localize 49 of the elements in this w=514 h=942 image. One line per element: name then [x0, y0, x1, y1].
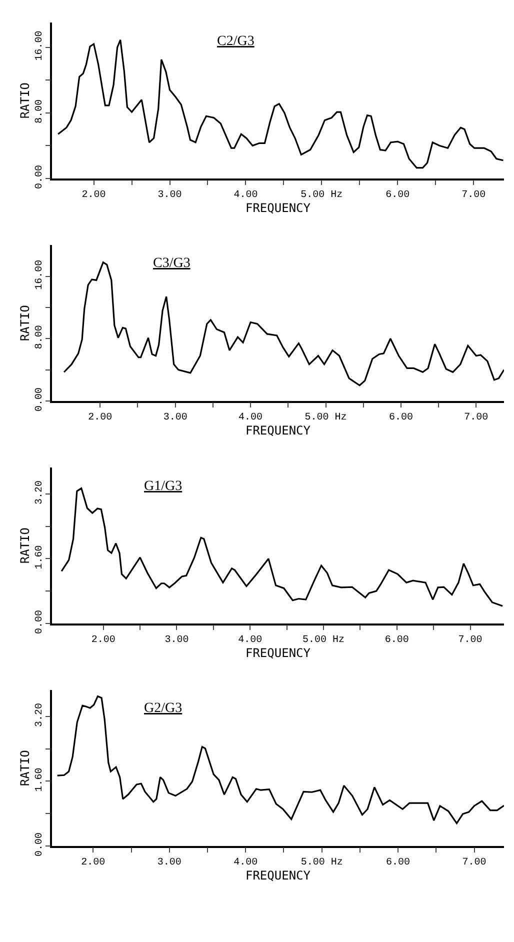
x-tick-label: 6.00 [386, 190, 410, 202]
x-tick-label: 5.00 Hz [300, 190, 343, 202]
x-axis-title: FREQUENCY [245, 201, 312, 216]
y-tick-label: 3.20 [34, 480, 46, 504]
y-tick-label: 0.00 [34, 164, 46, 189]
y-axis-title: RATIO [18, 750, 32, 786]
x-tick-label: 4.00 [238, 412, 263, 424]
x-tick-label: 5.00 Hz [302, 635, 344, 646]
y-tick-label: 16.00 [34, 260, 46, 290]
x-tick-label: 7.00 [464, 412, 488, 424]
x-tick-label: 4.00 [234, 858, 258, 869]
x-tick-label: 7.00 [458, 635, 482, 646]
x-tick-label: 3.00 [158, 190, 182, 202]
x-tick-label: 7.00 [462, 190, 486, 202]
x-tick-label: 5.00 Hz [304, 412, 347, 424]
y-tick-label: 1.60 [34, 545, 46, 570]
y-tick-label: 1.60 [34, 768, 46, 792]
x-tick-label: 5.00 Hz [300, 858, 343, 869]
x-tick-label: 6.00 [386, 858, 410, 869]
x-axis-title: FREQUENCY [245, 868, 312, 883]
x-tick-label: 3.00 [163, 412, 188, 424]
x-tick-label: 7.00 [462, 858, 486, 869]
y-tick-label: 8.00 [34, 325, 46, 350]
x-axis-title: FREQUENCY [245, 424, 312, 438]
x-tick-label: 2.00 [81, 858, 106, 869]
x-tick-label: 6.00 [388, 412, 413, 424]
y-axis-title: RATIO [18, 527, 32, 564]
y-tick-label: 8.00 [34, 99, 46, 124]
text: G2/G3 [144, 701, 182, 716]
x-tick-label: 2.00 [91, 635, 116, 646]
x-tick-label: 2.00 [82, 190, 106, 202]
y-tick-label: 0.00 [34, 832, 46, 856]
x-tick-label: 2.00 [88, 412, 112, 424]
y-tick-label: 3.20 [34, 702, 46, 727]
text: C2/G3 [217, 34, 254, 49]
y-tick-label: 0.00 [34, 387, 46, 412]
x-tick-label: 4.00 [234, 190, 258, 202]
text: G1/G3 [144, 479, 182, 494]
x-tick-label: 3.00 [164, 635, 189, 646]
text: C3/G3 [153, 256, 190, 271]
y-tick-label: 16.00 [34, 30, 46, 61]
y-axis-title: RATIO [18, 304, 32, 342]
y-tick-label: 0.00 [34, 610, 46, 634]
x-tick-label: 3.00 [157, 858, 182, 869]
x-tick-label: 4.00 [238, 635, 262, 646]
x-axis-title: FREQUENCY [245, 646, 312, 660]
x-tick-label: 6.00 [384, 635, 409, 646]
y-axis-title: RATIO [18, 82, 32, 119]
line-series [56, 695, 504, 824]
